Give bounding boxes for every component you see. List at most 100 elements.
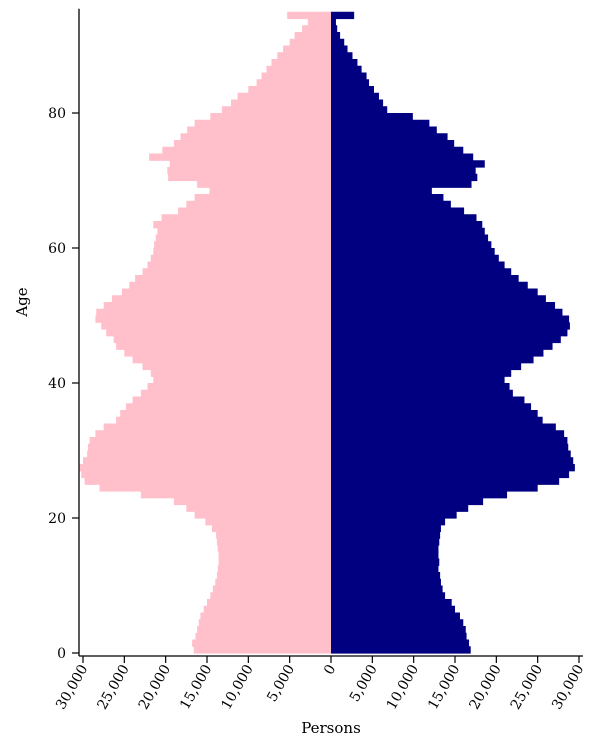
bar-left-age-21 <box>186 504 331 512</box>
bar-right-age-82 <box>331 92 379 101</box>
bar-right-age-46 <box>331 335 561 344</box>
bar-left-age-14 <box>218 551 331 560</box>
bar-left-age-54 <box>129 281 331 290</box>
bar-right-age-17 <box>331 531 441 539</box>
bar-left-age-91 <box>294 32 331 40</box>
bar-right-age-60 <box>331 241 492 249</box>
bar-left-age-69 <box>197 180 331 188</box>
bar-left-age-64 <box>161 214 331 222</box>
bar-left-age-5 <box>200 612 331 620</box>
bar-right-age-12 <box>331 565 439 573</box>
bar-right-age-20 <box>331 511 457 519</box>
bar-right-age-63 <box>331 221 483 229</box>
bar-left-age-34 <box>116 416 331 425</box>
bar-left-age-7 <box>207 599 331 607</box>
bar-right-age-56 <box>331 268 512 276</box>
bar-left-age-24 <box>99 484 331 492</box>
bar-left-age-74 <box>162 146 331 155</box>
bar-left-age-58 <box>150 254 331 263</box>
bar-right-age-87 <box>331 59 358 67</box>
bar-right-age-51 <box>331 302 556 310</box>
bar-right-age-58 <box>331 254 499 263</box>
bar-left-age-12 <box>217 565 331 573</box>
bar-left-age-31 <box>89 437 331 445</box>
bar-right-age-33 <box>331 423 556 431</box>
bar-right-age-21 <box>331 504 469 512</box>
bar-right-age-2 <box>331 632 467 641</box>
bar-left-age-6 <box>203 605 331 614</box>
bar-left-age-49 <box>95 315 332 323</box>
bar-left-age-10 <box>215 578 331 587</box>
bar-right-age-75 <box>331 140 455 148</box>
bar-right-age-85 <box>331 72 367 80</box>
bar-right-age-78 <box>331 119 430 128</box>
bar-right-age-91 <box>331 32 341 40</box>
bar-left-age-50 <box>96 308 331 317</box>
bar-right-age-72 <box>331 160 485 168</box>
bar-right-age-62 <box>331 227 485 236</box>
bar-left-age-56 <box>142 268 331 276</box>
x-tick-label-right-20000: 20,000 <box>466 662 504 712</box>
x-tick-label-left-30000: 30,000 <box>53 662 91 712</box>
x-tick-label-right-25000: 25,000 <box>508 662 546 712</box>
x-axis-title: Persons <box>301 719 361 737</box>
bar-right-age-30 <box>331 443 569 452</box>
bar-right-age-50 <box>331 308 563 317</box>
bar-left-age-81 <box>230 99 331 107</box>
bar-left-age-60 <box>154 241 331 249</box>
bar-left-age-79 <box>210 113 331 121</box>
bar-left-age-67 <box>194 194 331 202</box>
bar-right-age-39 <box>331 383 510 391</box>
bar-right-age-3 <box>331 626 466 634</box>
bar-left-age-27 <box>79 464 331 472</box>
bar-left-age-57 <box>147 261 331 269</box>
bar-right-age-16 <box>331 538 440 546</box>
bar-left-age-47 <box>106 329 332 337</box>
y-axis-title: Age <box>13 287 31 317</box>
bar-right-age-65 <box>331 207 465 215</box>
bar-left-age-90 <box>289 38 331 47</box>
y-tick-label-0: 0 <box>57 646 66 662</box>
bar-right-age-89 <box>331 45 348 53</box>
bar-left-age-86 <box>266 65 331 74</box>
bar-left-age-32 <box>95 430 332 438</box>
bar-left-age-92 <box>302 25 331 33</box>
bar-right-age-4 <box>331 619 464 627</box>
bar-left-age-16 <box>216 538 331 546</box>
bar-left-age-77 <box>187 126 331 134</box>
bar-right-age-68 <box>331 187 432 195</box>
bar-left-age-93 <box>307 18 331 26</box>
bar-right-age-54 <box>331 281 528 290</box>
bar-right-age-8 <box>331 592 446 600</box>
bar-right-age-88 <box>331 52 353 60</box>
bar-left-age-62 <box>157 227 331 236</box>
bar-right-age-42 <box>331 362 522 371</box>
bar-right-age-36 <box>331 403 532 411</box>
bar-left-age-70 <box>168 173 331 182</box>
bar-left-age-73 <box>149 153 331 161</box>
bar-right-age-31 <box>331 437 568 445</box>
bar-right-age-48 <box>331 322 570 330</box>
bar-right-age-77 <box>331 126 437 134</box>
bar-left-age-3 <box>197 626 331 634</box>
bar-left-age-52 <box>111 295 332 303</box>
left-series-bars <box>79 11 332 654</box>
x-tick-label-right-5000: 5,000 <box>347 662 381 705</box>
bar-right-age-71 <box>331 167 476 175</box>
bar-right-age-26 <box>331 470 570 479</box>
bar-left-age-18 <box>211 524 331 533</box>
bar-left-age-20 <box>194 511 331 519</box>
bar-left-age-83 <box>248 86 331 94</box>
bar-right-age-73 <box>331 153 474 161</box>
bar-left-age-11 <box>216 572 331 580</box>
bar-right-age-27 <box>331 464 575 472</box>
bar-left-age-23 <box>140 491 331 499</box>
y-tick-label-60: 60 <box>48 241 66 257</box>
bar-left-age-22 <box>173 497 331 506</box>
bar-left-age-30 <box>87 443 332 452</box>
bar-left-age-59 <box>153 248 331 256</box>
y-tick-label-40: 40 <box>48 376 66 392</box>
bar-left-age-85 <box>261 72 331 80</box>
bar-right-age-29 <box>331 450 571 458</box>
